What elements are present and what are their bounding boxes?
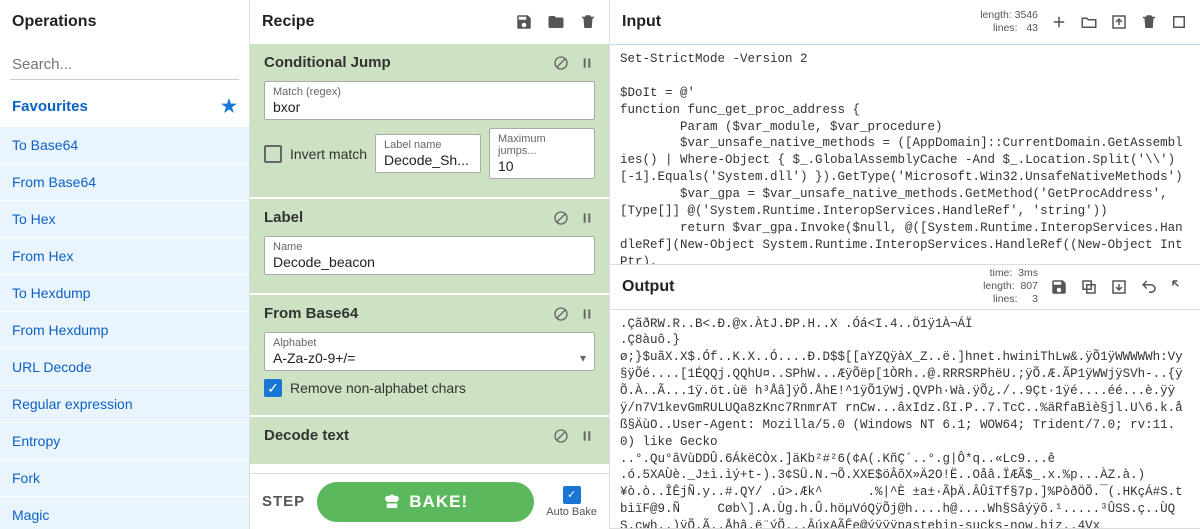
operation-item[interactable]: From Hexdump bbox=[0, 312, 249, 349]
field[interactable]: AlphabetA-Za-z0-9+/=▾ bbox=[264, 332, 595, 371]
pause-icon[interactable] bbox=[579, 210, 595, 226]
operation-item[interactable]: URL Decode bbox=[0, 349, 249, 386]
field[interactable]: Maximum jumps...10 bbox=[489, 128, 595, 179]
operation-item[interactable]: Entropy bbox=[0, 423, 249, 460]
operation-item[interactable]: From Hex bbox=[0, 238, 249, 275]
operation-name: Label bbox=[264, 209, 303, 226]
favourites-label: Favourites bbox=[12, 98, 88, 115]
operation-name: Conditional Jump bbox=[264, 54, 391, 71]
open-file-icon[interactable] bbox=[1110, 13, 1128, 31]
disable-icon[interactable] bbox=[553, 55, 569, 71]
input-pane: Input length: 3546 lines: 43 Set-StrictM… bbox=[610, 0, 1200, 265]
input-header: Input length: 3546 lines: 43 bbox=[610, 0, 1200, 44]
io-panel: Input length: 3546 lines: 43 Set-StrictM… bbox=[610, 0, 1200, 529]
recipe-panel: Recipe Conditional Jump Match (regex)bxor… bbox=[250, 0, 610, 529]
checkbox bbox=[264, 145, 282, 163]
autobake-checkbox: ✓ bbox=[563, 486, 581, 504]
reset-icon[interactable] bbox=[1170, 13, 1188, 31]
recipe-operation: Label NameDecode_beacon bbox=[250, 199, 609, 295]
clear-input-icon[interactable] bbox=[1140, 13, 1158, 31]
input-stats: length: 3546 lines: 43 bbox=[980, 9, 1038, 35]
operation-item[interactable]: Fork bbox=[0, 460, 249, 497]
autobake-label: Auto Bake bbox=[546, 506, 597, 518]
open-folder-icon[interactable] bbox=[1080, 13, 1098, 31]
autobake-toggle[interactable]: ✓ Auto Bake bbox=[546, 486, 597, 518]
recipe-title: Recipe bbox=[262, 13, 314, 31]
operation-controls bbox=[553, 55, 595, 71]
pause-icon[interactable] bbox=[579, 55, 595, 71]
field-row: Invert match Label nameDecode_Sh...Maximu… bbox=[264, 128, 595, 179]
operation-controls bbox=[553, 428, 595, 444]
star-icon: ★ bbox=[221, 96, 237, 117]
operation-item[interactable]: To Base64 bbox=[0, 127, 249, 164]
field-row: ✓Remove non-alphabet chars bbox=[264, 379, 595, 397]
undo-icon[interactable] bbox=[1140, 278, 1158, 296]
save-icon[interactable] bbox=[515, 13, 533, 31]
chef-icon bbox=[383, 493, 401, 511]
input-title: Input bbox=[622, 13, 661, 31]
save-output-icon[interactable] bbox=[1050, 278, 1068, 296]
pause-icon[interactable] bbox=[579, 306, 595, 322]
search-container bbox=[0, 44, 249, 86]
operations-panel: Operations Favourites ★ To Base64From Ba… bbox=[0, 0, 250, 529]
field[interactable]: NameDecode_beacon bbox=[264, 236, 595, 275]
recipe-footer: STEP BAKE! ✓ Auto Bake bbox=[250, 473, 609, 529]
trash-icon[interactable] bbox=[579, 13, 597, 31]
output-stats: time: 3ms length: 807 lines: 3 bbox=[983, 267, 1038, 306]
disable-icon[interactable] bbox=[553, 428, 569, 444]
favourites-row[interactable]: Favourites ★ bbox=[0, 86, 249, 127]
operation-item[interactable]: Magic bbox=[0, 497, 249, 529]
operations-header: Operations bbox=[0, 0, 249, 44]
output-title: Output bbox=[622, 278, 674, 296]
checkbox-field[interactable]: Invert match bbox=[264, 145, 367, 163]
operation-item[interactable]: Regular expression bbox=[0, 386, 249, 423]
pause-icon[interactable] bbox=[579, 428, 595, 444]
folder-icon[interactable] bbox=[547, 13, 565, 31]
output-pane: Output time: 3ms length: 807 lines: 3 .Ç… bbox=[610, 265, 1200, 529]
operation-controls bbox=[553, 306, 595, 322]
recipe-header-icons bbox=[515, 13, 597, 31]
operation-item[interactable]: To Hexdump bbox=[0, 275, 249, 312]
checkbox: ✓ bbox=[264, 379, 282, 397]
operations-title: Operations bbox=[12, 13, 96, 31]
output-header: Output time: 3ms length: 807 lines: 3 bbox=[610, 265, 1200, 309]
operation-name: From Base64 bbox=[264, 305, 358, 322]
operation-controls bbox=[553, 210, 595, 226]
disable-icon[interactable] bbox=[553, 210, 569, 226]
field[interactable]: Match (regex)bxor bbox=[264, 81, 595, 120]
recipe-operation: From Base64 AlphabetA-Za-z0-9+/=▾ ✓Remove … bbox=[250, 295, 609, 417]
chevron-down-icon: ▾ bbox=[580, 351, 586, 365]
disable-icon[interactable] bbox=[553, 306, 569, 322]
operation-item[interactable]: From Base64 bbox=[0, 164, 249, 201]
operations-list: To Base64From Base64To HexFrom HexTo Hex… bbox=[0, 127, 249, 529]
move-output-icon[interactable] bbox=[1110, 278, 1128, 296]
recipe-header: Recipe bbox=[250, 0, 609, 44]
operation-name: Decode text bbox=[264, 427, 349, 444]
maximise-icon[interactable] bbox=[1170, 278, 1188, 296]
recipe-operation: Decode text bbox=[250, 417, 609, 466]
recipe-operation: Conditional Jump Match (regex)bxor Invert … bbox=[250, 44, 609, 199]
field[interactable]: Label nameDecode_Sh... bbox=[375, 134, 481, 173]
step-button[interactable]: STEP bbox=[262, 493, 305, 510]
operation-item[interactable]: To Hex bbox=[0, 201, 249, 238]
search-input[interactable] bbox=[10, 50, 239, 80]
output-content: .ÇãðRW.R..B<.Ð.@x.ÀtJ.ÐP.H..X .Óá<I.4..Ö… bbox=[610, 309, 1200, 529]
bake-label: BAKE! bbox=[409, 492, 468, 512]
copy-icon[interactable] bbox=[1080, 278, 1098, 296]
checkbox-field[interactable]: ✓Remove non-alphabet chars bbox=[264, 379, 466, 397]
recipe-body: Conditional Jump Match (regex)bxor Invert … bbox=[250, 44, 609, 473]
input-content[interactable]: Set-StrictMode -Version 2 $DoIt = @' fun… bbox=[610, 44, 1200, 264]
bake-button[interactable]: BAKE! bbox=[317, 482, 534, 522]
add-tab-icon[interactable] bbox=[1050, 13, 1068, 31]
